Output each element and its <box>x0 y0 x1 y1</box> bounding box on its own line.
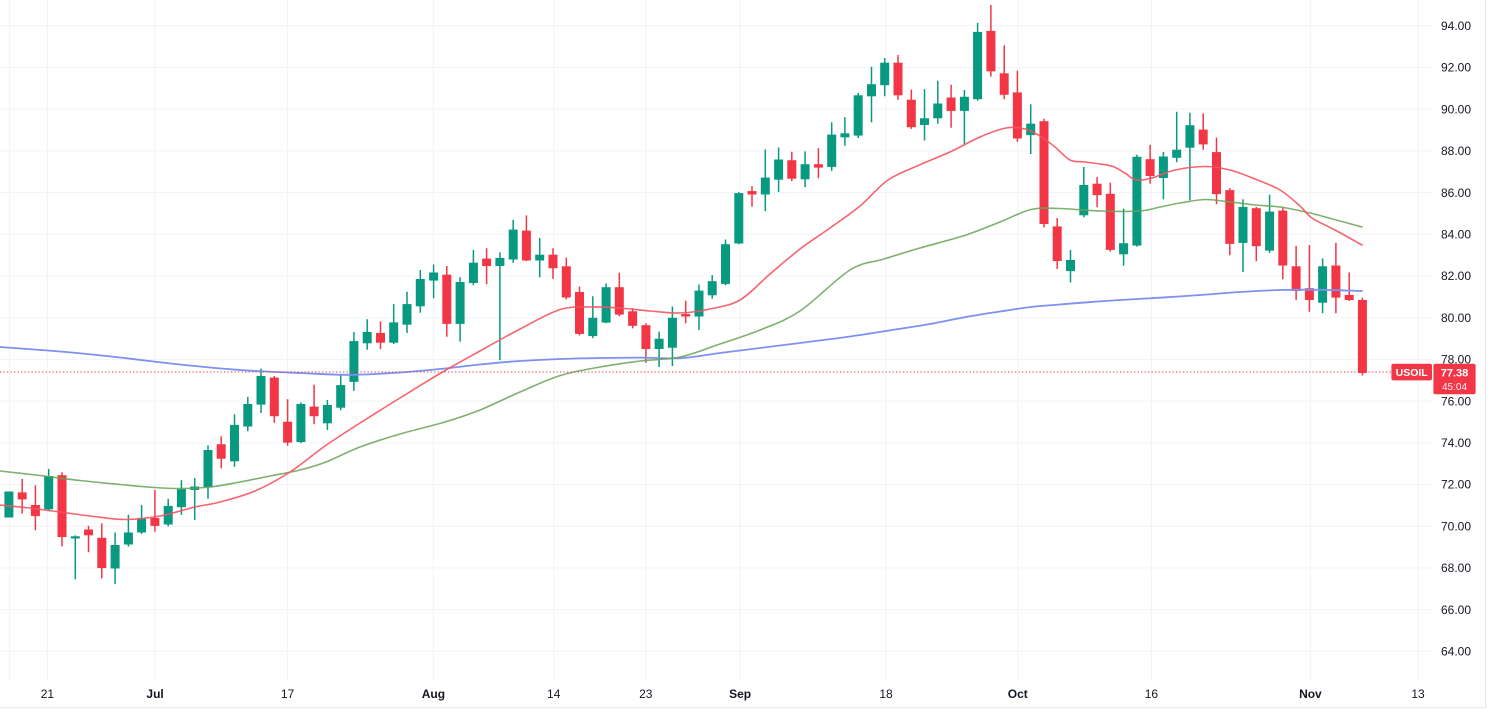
svg-text:17: 17 <box>281 687 295 701</box>
svg-text:77.38: 77.38 <box>1441 367 1469 379</box>
svg-text:USOIL: USOIL <box>1396 367 1429 379</box>
svg-text:Nov: Nov <box>1299 687 1322 701</box>
svg-text:72.00: 72.00 <box>1441 478 1471 492</box>
svg-text:21: 21 <box>41 687 55 701</box>
svg-text:Jul: Jul <box>146 687 163 701</box>
svg-text:45:04: 45:04 <box>1442 382 1467 393</box>
svg-text:82.00: 82.00 <box>1441 269 1471 283</box>
svg-text:18: 18 <box>879 687 893 701</box>
svg-text:94.00: 94.00 <box>1441 19 1471 33</box>
svg-text:90.00: 90.00 <box>1441 102 1471 116</box>
svg-text:70.00: 70.00 <box>1441 519 1471 533</box>
svg-text:78.00: 78.00 <box>1441 353 1471 367</box>
svg-text:14: 14 <box>547 687 561 701</box>
svg-text:68.00: 68.00 <box>1441 561 1471 575</box>
svg-text:Sep: Sep <box>729 687 751 701</box>
svg-text:13: 13 <box>1411 687 1425 701</box>
svg-text:86.00: 86.00 <box>1441 186 1471 200</box>
svg-text:66.00: 66.00 <box>1441 603 1471 617</box>
svg-text:76.00: 76.00 <box>1441 394 1471 408</box>
svg-text:80.00: 80.00 <box>1441 311 1471 325</box>
svg-text:74.00: 74.00 <box>1441 436 1471 450</box>
svg-text:Aug: Aug <box>422 687 445 701</box>
svg-text:Oct: Oct <box>1008 687 1028 701</box>
svg-text:23: 23 <box>639 687 653 701</box>
svg-text:92.00: 92.00 <box>1441 61 1471 75</box>
svg-text:16: 16 <box>1145 687 1159 701</box>
svg-text:64.00: 64.00 <box>1441 645 1471 659</box>
svg-text:88.00: 88.00 <box>1441 144 1471 158</box>
svg-text:84.00: 84.00 <box>1441 228 1471 242</box>
